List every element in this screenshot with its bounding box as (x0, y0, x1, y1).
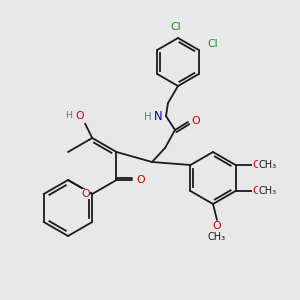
Text: H: H (66, 111, 73, 120)
Text: CH₃: CH₃ (259, 186, 277, 196)
Text: Cl: Cl (171, 22, 181, 32)
Text: O: O (213, 221, 221, 231)
Text: H: H (144, 112, 152, 122)
Text: CH₃: CH₃ (208, 232, 226, 242)
Text: O: O (252, 160, 261, 170)
Text: CH₃: CH₃ (259, 160, 277, 170)
Text: N: N (154, 110, 162, 122)
Text: O: O (81, 189, 90, 199)
Text: O: O (252, 186, 261, 196)
Text: O: O (136, 175, 145, 185)
Text: O: O (76, 111, 84, 121)
Text: O: O (192, 116, 200, 126)
Text: Cl: Cl (208, 39, 218, 49)
